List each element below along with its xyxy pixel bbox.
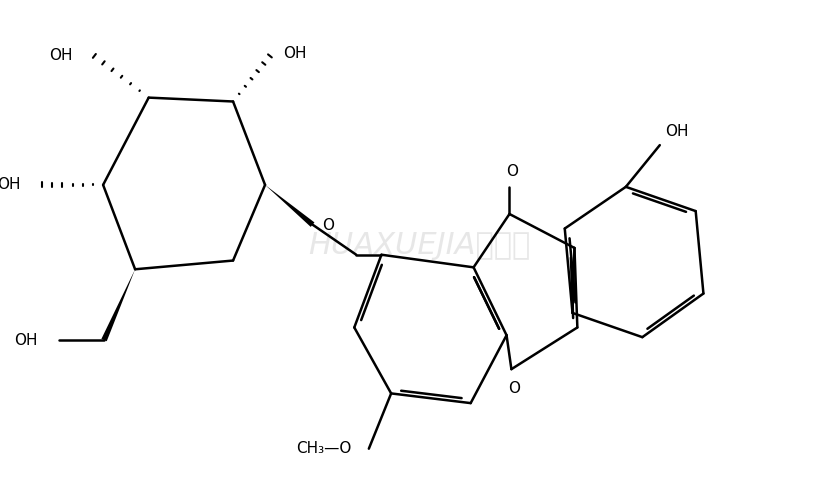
Text: OH: OH (665, 124, 688, 139)
Text: O: O (508, 381, 520, 396)
Text: O: O (506, 164, 519, 179)
Text: O: O (322, 218, 335, 233)
Text: OH: OH (0, 178, 20, 192)
Polygon shape (102, 269, 135, 341)
Text: HUAXUEJIA化学加: HUAXUEJIA化学加 (309, 232, 531, 260)
Text: OH: OH (15, 333, 38, 347)
Text: CH₃—O: CH₃—O (296, 441, 352, 456)
Text: OH: OH (283, 45, 307, 61)
Text: OH: OH (50, 48, 73, 63)
Polygon shape (265, 185, 314, 227)
